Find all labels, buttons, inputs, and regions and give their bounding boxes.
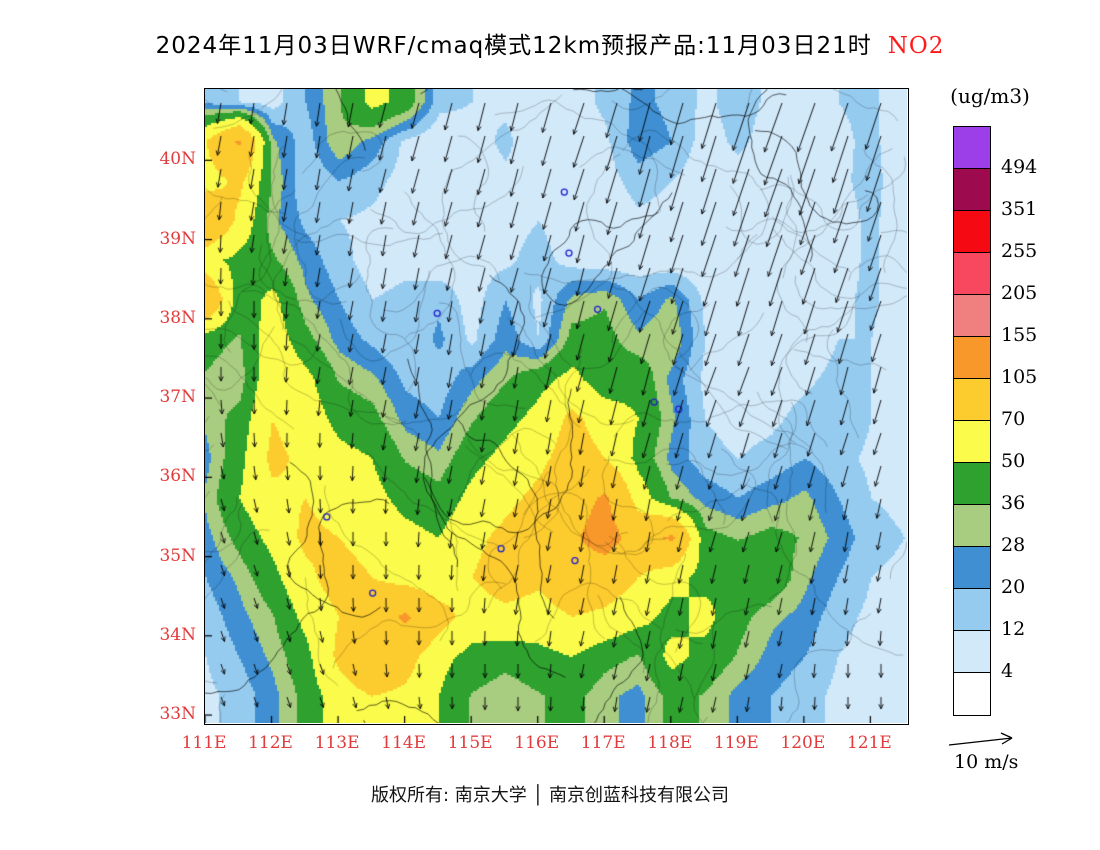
colorbar-cell bbox=[954, 379, 990, 421]
colorbar-tick-label: 28 bbox=[1001, 534, 1026, 556]
copyright-text: 版权所有: 南京大学 │ 南京创蓝科技有限公司 bbox=[370, 785, 730, 806]
chart-title: 2024年11月03日WRF/cmaq模式12km预报产品:11月03日21时 N… bbox=[0, 26, 1100, 60]
colorbar-cell bbox=[954, 337, 990, 379]
colorbar-tick-label: 255 bbox=[1001, 240, 1038, 262]
colorbar-cell bbox=[954, 631, 990, 673]
colorbar-tick-label: 351 bbox=[1001, 198, 1038, 220]
colorbar-tick-label: 70 bbox=[1001, 408, 1026, 430]
wind-scale-arrow-shaft bbox=[948, 737, 1013, 746]
colorbar-cell bbox=[954, 673, 990, 715]
lon-tick-label: 121E bbox=[846, 733, 892, 753]
lon-tick-label: 118E bbox=[647, 733, 693, 753]
colorbar-tick-label: 105 bbox=[1001, 366, 1038, 388]
lon-tick-label: 120E bbox=[780, 733, 826, 753]
lat-tick-label: 39N bbox=[159, 228, 196, 249]
lat-tick-label: 37N bbox=[159, 387, 196, 408]
colorbar-cell bbox=[954, 127, 990, 169]
lon-tick-label: 112E bbox=[248, 733, 293, 753]
wind-scale-arrow-head-top bbox=[1000, 732, 1013, 739]
lat-tick-label: 36N bbox=[159, 466, 196, 487]
colorbar-cell bbox=[954, 253, 990, 295]
colorbar-cell bbox=[954, 169, 990, 211]
lat-tick-label: 40N bbox=[159, 149, 196, 170]
lat-tick-label: 33N bbox=[159, 704, 196, 725]
map-plot-frame bbox=[204, 88, 909, 725]
colorbar-cell bbox=[954, 547, 990, 589]
colorbar-cell bbox=[954, 211, 990, 253]
lon-tick-label: 119E bbox=[713, 733, 759, 753]
colorbar-tick-label: 4 bbox=[1001, 660, 1014, 682]
lon-tick-label: 116E bbox=[514, 733, 560, 753]
wind-scale-arrow-head-bottom bbox=[1001, 737, 1013, 745]
lon-tick-label: 114E bbox=[381, 733, 427, 753]
lon-tick-label: 117E bbox=[580, 733, 626, 753]
colorbar-cell bbox=[954, 421, 990, 463]
colorbar-cell bbox=[954, 463, 990, 505]
lat-tick-label: 34N bbox=[159, 624, 196, 645]
lat-tick-label: 35N bbox=[159, 545, 196, 566]
colorbar-unit-label: (ug/m3) bbox=[950, 84, 1030, 108]
colorbar-cell bbox=[954, 295, 990, 337]
colorbar-tick-label: 205 bbox=[1001, 282, 1038, 304]
wind-scale-arrow-icon bbox=[948, 732, 1013, 746]
lon-tick-label: 113E bbox=[314, 733, 360, 753]
colorbar-tick-label: 36 bbox=[1001, 492, 1026, 514]
lat-tick-label: 38N bbox=[159, 307, 196, 328]
colorbar-tick-label: 494 bbox=[1001, 156, 1038, 178]
lon-tick-label: 115E bbox=[447, 733, 493, 753]
colorbar-tick-label: 12 bbox=[1001, 618, 1026, 640]
colorbar-cell bbox=[954, 589, 990, 631]
wind-scale-label: 10 m/s bbox=[954, 751, 1019, 773]
colorbar-tick-label: 50 bbox=[1001, 450, 1026, 472]
colorbar-cell bbox=[954, 505, 990, 547]
colorbar-tick-label: 20 bbox=[1001, 576, 1026, 598]
pollutant-label: NO2 bbox=[887, 33, 945, 59]
map-canvas bbox=[205, 89, 907, 723]
colorbar-tick-label: 155 bbox=[1001, 324, 1038, 346]
lon-tick-label: 111E bbox=[181, 733, 227, 753]
chart-title-text: 2024年11月03日WRF/cmaq模式12km预报产品:11月03日21时 bbox=[155, 33, 872, 59]
colorbar bbox=[953, 126, 991, 716]
